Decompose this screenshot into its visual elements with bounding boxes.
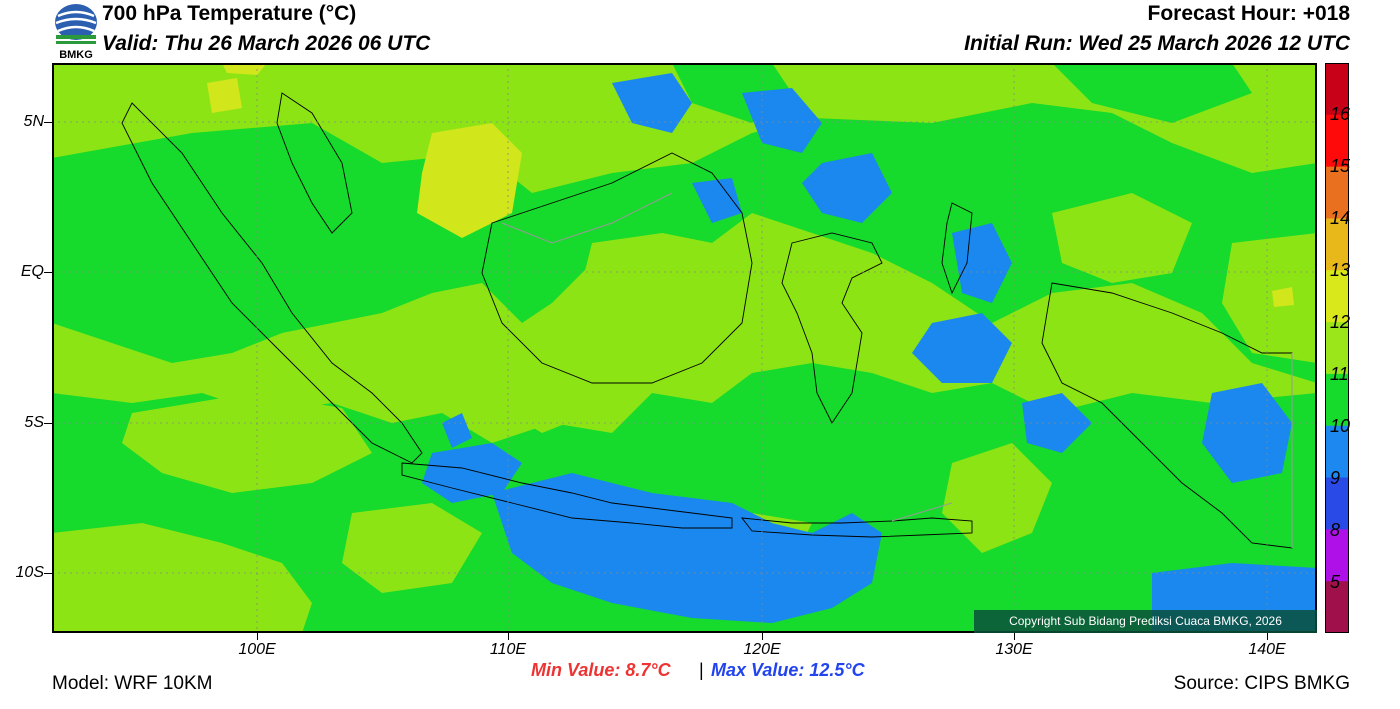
lat-label-10s: 10S — [15, 564, 44, 581]
legend-label: 15 — [1330, 156, 1351, 176]
legend-label: 13 — [1330, 260, 1351, 280]
blue-cold-patches — [422, 73, 1317, 633]
temperature-map — [52, 63, 1317, 633]
lon-tick — [1267, 633, 1268, 640]
legend-label: 8 — [1330, 520, 1341, 540]
legend-label: 14 — [1330, 208, 1351, 228]
initial-run: Initial Run: Wed 25 March 2026 12 UTC — [964, 32, 1350, 55]
grid-lines — [52, 63, 1317, 633]
lon-label-120e: 120E — [743, 641, 781, 658]
lon-tick — [1014, 633, 1015, 640]
max-value: Max Value: 12.5°C — [711, 660, 865, 680]
legend-label: 16 — [1330, 104, 1351, 124]
lat-label-5n: 5N — [23, 113, 44, 130]
lon-label-100e: 100E — [238, 641, 276, 658]
lat-label-eq: EQ — [20, 263, 44, 280]
source-label: Source: CIPS BMKG — [1173, 673, 1350, 694]
halmahera-outline — [941, 202, 973, 295]
map-frame — [52, 63, 1317, 633]
bmkg-logo: BMKG — [55, 4, 97, 60]
logo-text: BMKG — [59, 49, 93, 60]
lon-label-140e: 140E — [1248, 641, 1286, 658]
sulawesi-outline — [781, 232, 883, 424]
lat-tick — [44, 423, 52, 424]
borneo-outline — [481, 152, 753, 384]
legend-frame — [1325, 63, 1349, 633]
copyright-notice: Copyright Sub Bidang Prediksi Cuaca BMKG… — [974, 610, 1317, 633]
yellow-patches — [207, 63, 1294, 307]
value-separator: | — [699, 660, 704, 680]
malaya-outline — [276, 92, 353, 234]
legend-label: 12 — [1330, 312, 1351, 332]
lon-label-110e: 110E — [489, 641, 527, 658]
legend-swatch — [1325, 166, 1349, 219]
legend-swatch — [1325, 270, 1349, 323]
lon-tick — [762, 633, 763, 640]
lat-tick — [44, 272, 52, 273]
legend-swatch — [1325, 373, 1349, 427]
min-value: Min Value: 8.7°C — [531, 660, 671, 680]
legend-swatch — [1325, 218, 1349, 271]
legend-swatch — [1325, 63, 1349, 116]
lat-tick — [44, 573, 52, 574]
valid-time: Valid: Thu 26 March 2026 06 UTC — [102, 32, 431, 55]
chart-title: 700 hPa Temperature (°C) — [102, 2, 357, 25]
lat-label-5s: 5S — [24, 414, 44, 431]
sumatra-outline — [121, 102, 423, 464]
lon-tick — [257, 633, 258, 640]
legend-label: 5 — [1330, 572, 1341, 592]
lime-patches — [52, 193, 1317, 633]
model-label: Model: WRF 10KM — [52, 673, 213, 694]
lon-tick — [508, 633, 509, 640]
lesser-sunda-outline — [741, 517, 973, 538]
lat-tick — [44, 122, 52, 123]
borders — [501, 192, 1293, 548]
forecast-hour: Forecast Hour: +018 — [1147, 2, 1351, 25]
color-legend — [1325, 63, 1349, 633]
legend-swatch — [1325, 477, 1349, 530]
legend-swatch — [1325, 529, 1349, 582]
legend-label: 11 — [1330, 364, 1349, 384]
legend-label: 10 — [1330, 416, 1351, 436]
legend-swatch — [1325, 114, 1349, 168]
legend-swatch — [1325, 322, 1349, 375]
new-guinea-outline — [1041, 282, 1293, 549]
legend-label: 9 — [1330, 468, 1341, 488]
legend-swatch — [1325, 581, 1349, 633]
legend-swatch — [1325, 425, 1349, 479]
coastlines — [121, 92, 1293, 549]
java-outline — [401, 462, 733, 529]
lon-label-130e: 130E — [995, 641, 1033, 658]
